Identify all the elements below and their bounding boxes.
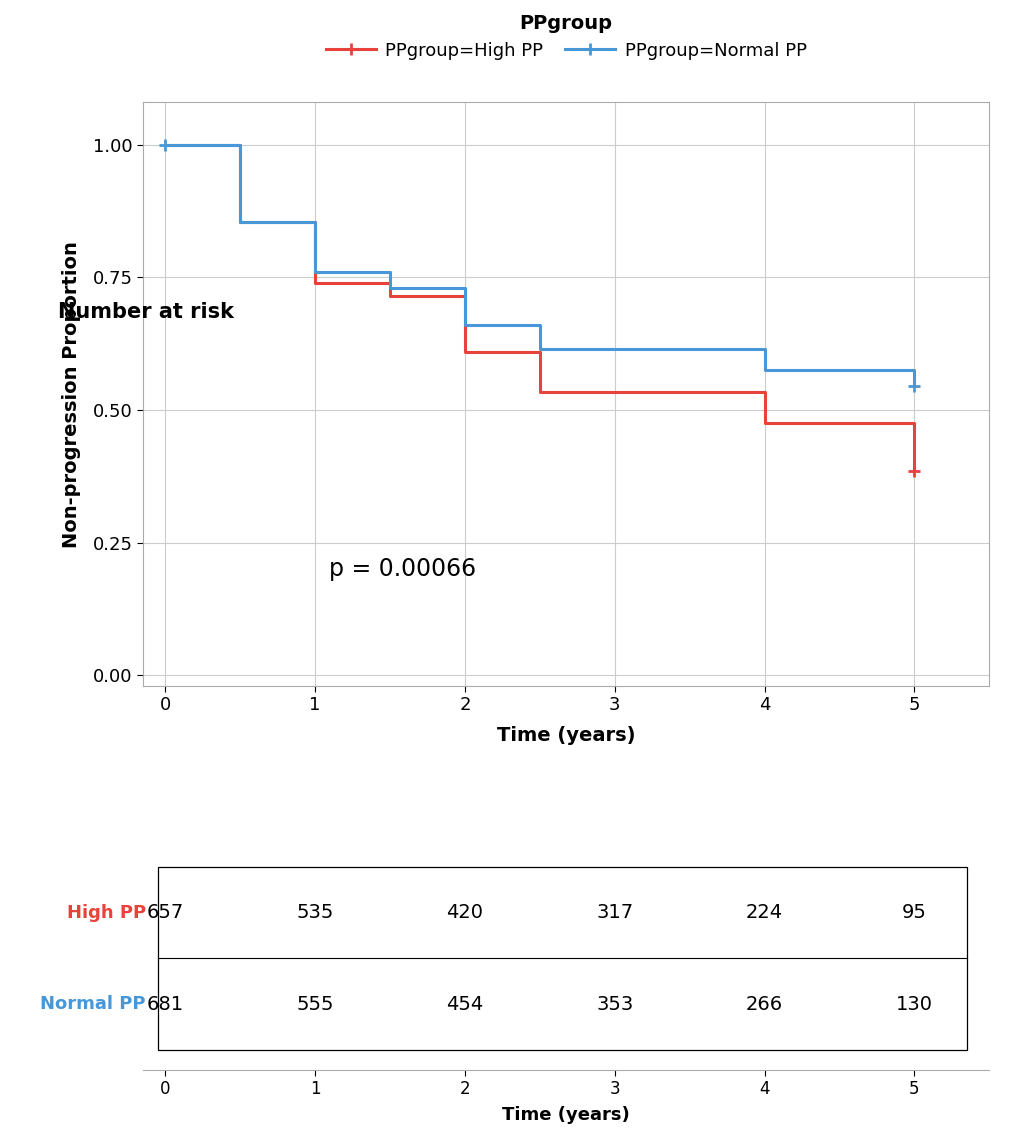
Text: 266: 266 — [745, 995, 783, 1014]
Text: Number at risk: Number at risk — [58, 302, 234, 322]
Text: 130: 130 — [895, 995, 932, 1014]
Legend: PPgroup=High PP, PPgroup=Normal PP: PPgroup=High PP, PPgroup=Normal PP — [318, 7, 813, 67]
Text: 555: 555 — [297, 995, 333, 1014]
Text: 95: 95 — [901, 904, 926, 922]
X-axis label: Time (years): Time (years) — [496, 726, 635, 744]
Text: 657: 657 — [147, 904, 183, 922]
Text: 353: 353 — [595, 995, 633, 1014]
X-axis label: Time (years): Time (years) — [501, 1106, 630, 1124]
Text: Normal PP: Normal PP — [41, 996, 146, 1013]
Text: 681: 681 — [147, 995, 183, 1014]
Bar — [158, 867, 966, 1050]
Text: High PP: High PP — [66, 904, 146, 922]
Text: 454: 454 — [446, 995, 483, 1014]
Text: 535: 535 — [297, 904, 333, 922]
Text: 224: 224 — [745, 904, 783, 922]
Y-axis label: Non-progression Proportion: Non-progression Proportion — [62, 241, 82, 547]
Text: 420: 420 — [446, 904, 483, 922]
Text: 317: 317 — [596, 904, 633, 922]
Text: p = 0.00066: p = 0.00066 — [329, 558, 476, 582]
